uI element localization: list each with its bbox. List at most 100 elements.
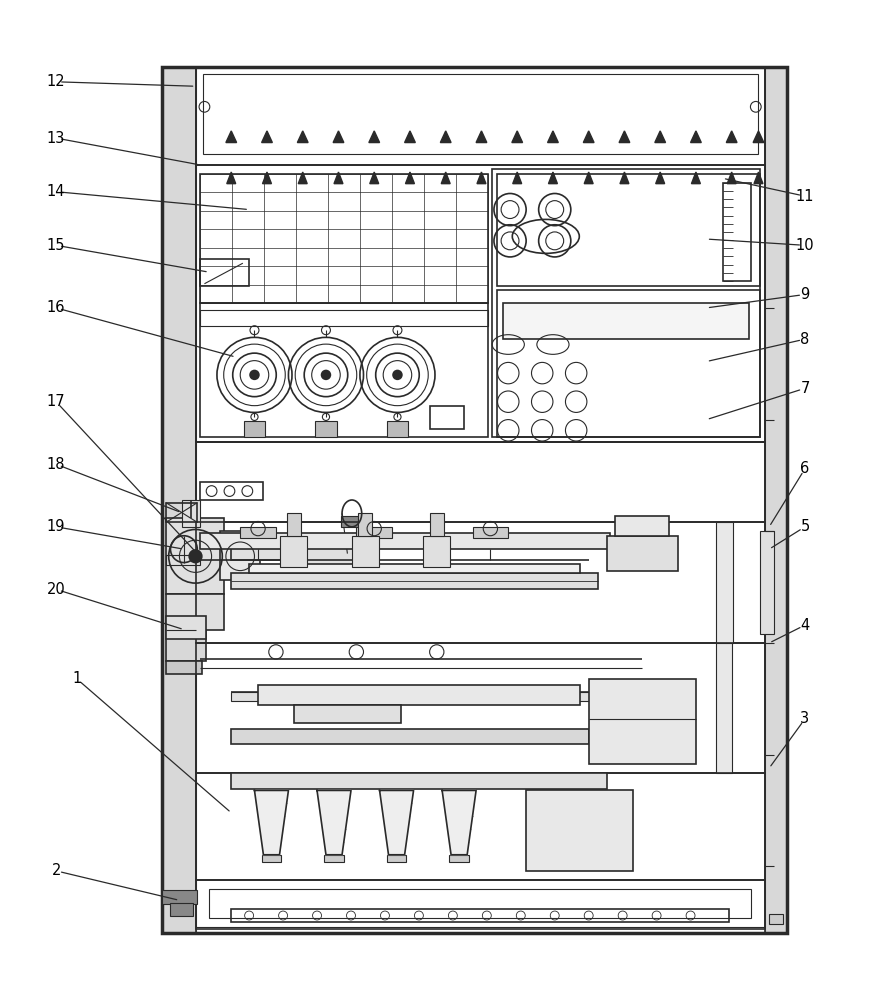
Bar [257, 685, 579, 705]
Text: 6: 6 [799, 461, 809, 476]
Bar [315, 421, 336, 437]
Bar [195, 773, 763, 880]
Polygon shape [584, 172, 593, 184]
Bar [324, 855, 343, 862]
Bar [161, 67, 195, 933]
Bar [231, 729, 588, 744]
Bar [715, 522, 733, 643]
Text: 13: 13 [46, 131, 65, 146]
Bar [195, 643, 763, 773]
Text: 1: 1 [72, 671, 81, 686]
Bar [202, 74, 756, 154]
Bar [722, 183, 750, 281]
Text: 16: 16 [46, 300, 65, 315]
Bar [496, 174, 759, 286]
Bar [341, 516, 362, 527]
Bar [429, 513, 443, 536]
Text: 5: 5 [799, 519, 809, 534]
Bar [358, 513, 372, 536]
Bar [195, 442, 763, 522]
Text: 7: 7 [799, 381, 809, 396]
Bar [496, 290, 759, 437]
Polygon shape [298, 172, 307, 184]
Polygon shape [512, 172, 521, 184]
Circle shape [188, 549, 202, 563]
Bar [526, 790, 633, 871]
Bar [588, 679, 696, 764]
Polygon shape [262, 172, 271, 184]
Polygon shape [441, 172, 450, 184]
Bar [286, 513, 300, 536]
Bar [606, 536, 678, 571]
Bar [219, 531, 259, 580]
Polygon shape [726, 131, 736, 143]
Polygon shape [297, 131, 308, 143]
Text: 14: 14 [46, 184, 65, 199]
Bar [356, 527, 392, 538]
Bar [165, 616, 206, 639]
Bar [231, 573, 597, 589]
Bar [199, 310, 487, 326]
Polygon shape [404, 131, 415, 143]
Polygon shape [619, 131, 629, 143]
Bar [759, 531, 772, 634]
Bar [199, 303, 487, 437]
Polygon shape [477, 172, 485, 184]
Polygon shape [753, 172, 762, 184]
Bar [492, 169, 759, 437]
Polygon shape [333, 172, 342, 184]
Bar [615, 516, 669, 536]
Bar [199, 482, 262, 500]
Polygon shape [261, 131, 272, 143]
Bar [199, 259, 249, 286]
Text: 4: 4 [799, 618, 809, 633]
Text: 12: 12 [46, 74, 65, 89]
Polygon shape [442, 790, 476, 855]
Text: 20: 20 [46, 582, 65, 597]
Bar [165, 661, 201, 674]
Bar [293, 705, 401, 723]
Bar [161, 890, 197, 904]
Polygon shape [333, 131, 343, 143]
Bar [195, 67, 763, 165]
Bar [449, 855, 468, 862]
Bar [199, 174, 487, 303]
Text: 18: 18 [46, 457, 65, 472]
Bar [231, 546, 307, 560]
Bar [165, 555, 199, 565]
Bar [249, 564, 579, 573]
Bar [208, 889, 750, 918]
Bar [165, 503, 197, 522]
Text: 11: 11 [795, 189, 814, 204]
Bar [161, 67, 195, 933]
Polygon shape [379, 790, 413, 855]
Bar [161, 67, 786, 933]
Text: 2: 2 [51, 863, 61, 878]
Bar [195, 880, 763, 929]
Polygon shape [226, 172, 235, 184]
Bar [195, 522, 763, 643]
Bar [199, 533, 609, 549]
Bar [240, 527, 275, 538]
Polygon shape [620, 172, 628, 184]
Polygon shape [476, 131, 486, 143]
Bar [423, 536, 450, 567]
Bar [307, 540, 360, 567]
Polygon shape [547, 131, 558, 143]
Bar [715, 643, 731, 773]
Polygon shape [690, 131, 701, 143]
Bar [763, 67, 786, 933]
Bar [170, 903, 192, 916]
Circle shape [320, 370, 331, 380]
Bar [351, 536, 378, 567]
Bar [261, 855, 281, 862]
Bar [195, 165, 763, 442]
Bar [429, 406, 463, 429]
Bar [165, 594, 224, 630]
Text: 3: 3 [799, 711, 808, 726]
Bar [231, 909, 729, 922]
Bar [243, 421, 265, 437]
Bar [472, 527, 508, 538]
Bar [165, 518, 224, 594]
Polygon shape [254, 790, 288, 855]
